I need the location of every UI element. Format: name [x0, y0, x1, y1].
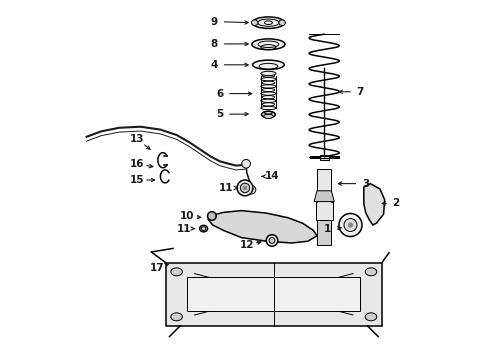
Circle shape	[243, 186, 247, 190]
Ellipse shape	[264, 114, 273, 118]
Text: 13: 13	[130, 134, 144, 144]
Circle shape	[339, 213, 362, 237]
Text: 6: 6	[216, 89, 223, 99]
Text: 8: 8	[211, 39, 218, 49]
Polygon shape	[208, 211, 317, 243]
Polygon shape	[316, 169, 333, 220]
Text: 7: 7	[357, 87, 364, 97]
Circle shape	[344, 219, 357, 231]
Text: 10: 10	[180, 211, 195, 221]
Ellipse shape	[251, 20, 258, 26]
Text: 11: 11	[219, 183, 234, 193]
Polygon shape	[364, 184, 385, 225]
Ellipse shape	[171, 313, 182, 321]
Ellipse shape	[365, 268, 377, 276]
Text: 9: 9	[211, 17, 218, 27]
Circle shape	[269, 238, 275, 243]
Polygon shape	[320, 155, 328, 160]
Polygon shape	[314, 191, 334, 202]
Polygon shape	[317, 220, 331, 245]
Ellipse shape	[199, 225, 208, 232]
Ellipse shape	[279, 20, 285, 26]
Text: 3: 3	[362, 179, 369, 189]
Text: 11: 11	[176, 224, 191, 234]
Circle shape	[240, 183, 250, 193]
Text: 1: 1	[324, 224, 331, 234]
Ellipse shape	[252, 17, 285, 28]
Circle shape	[208, 212, 216, 220]
Ellipse shape	[171, 268, 182, 276]
Circle shape	[348, 223, 353, 227]
Ellipse shape	[262, 111, 275, 118]
Circle shape	[247, 185, 256, 194]
Text: 4: 4	[211, 60, 218, 70]
Text: 14: 14	[265, 171, 279, 181]
Circle shape	[242, 159, 250, 168]
Ellipse shape	[252, 39, 285, 50]
Text: 12: 12	[240, 240, 254, 250]
Text: 15: 15	[130, 175, 144, 185]
Polygon shape	[187, 277, 360, 311]
Ellipse shape	[261, 71, 276, 76]
Text: 17: 17	[149, 263, 164, 273]
Text: 16: 16	[130, 159, 144, 169]
Circle shape	[266, 235, 278, 246]
Text: 2: 2	[392, 198, 400, 208]
Polygon shape	[166, 263, 382, 326]
Ellipse shape	[252, 60, 284, 69]
Text: 5: 5	[216, 109, 223, 119]
Circle shape	[237, 180, 253, 196]
Ellipse shape	[365, 313, 377, 321]
